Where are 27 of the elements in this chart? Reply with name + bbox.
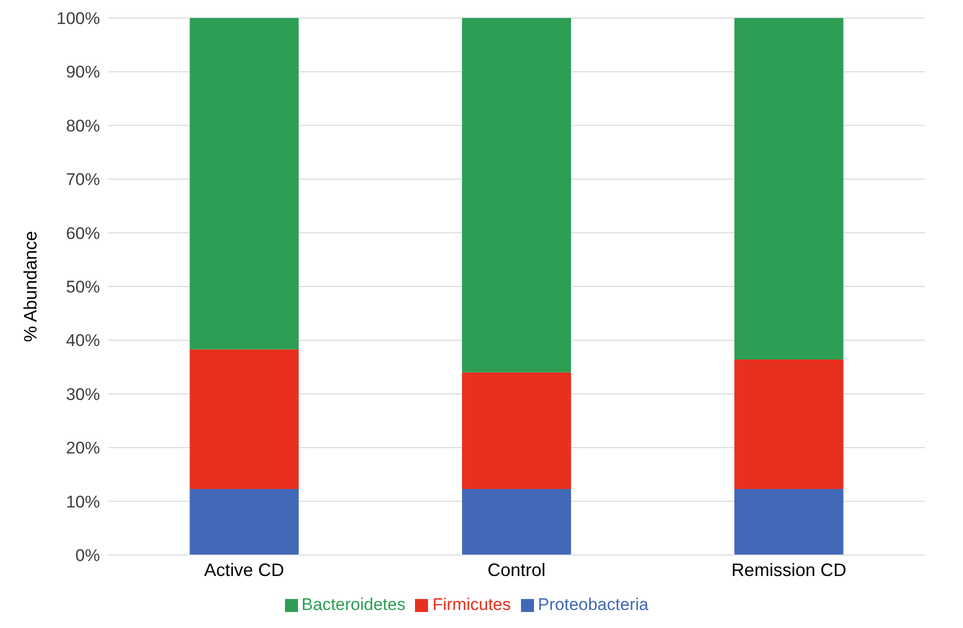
x-tick-label: Remission CD bbox=[731, 560, 846, 580]
bar bbox=[734, 360, 844, 489]
y-tick-label: 40% bbox=[66, 331, 100, 350]
y-axis-title: % Abundance bbox=[20, 230, 40, 342]
x-tick-label: Active CD bbox=[204, 560, 284, 580]
y-tick-label: 10% bbox=[66, 492, 100, 512]
y-tick-label: 100% bbox=[56, 9, 100, 28]
legend-label: Proteobacteria bbox=[538, 595, 648, 614]
y-tick-label: 0% bbox=[75, 546, 100, 566]
y-tick-label: 20% bbox=[66, 438, 100, 458]
y-tick-label: 80% bbox=[66, 116, 100, 136]
y-tick-label: 50% bbox=[66, 278, 100, 297]
bar bbox=[462, 372, 572, 489]
x-tick-label: Control bbox=[487, 560, 546, 580]
bar bbox=[190, 349, 299, 489]
y-tick-label: 90% bbox=[66, 62, 100, 82]
bar bbox=[190, 18, 299, 350]
legend-label: Firmicutes bbox=[432, 595, 511, 614]
bar bbox=[734, 18, 844, 360]
y-tick-label: 70% bbox=[66, 170, 100, 190]
y-tick-label: 30% bbox=[66, 384, 100, 404]
bar bbox=[734, 488, 844, 555]
bar bbox=[462, 18, 572, 372]
legend-label: Bacteroidetes bbox=[302, 595, 406, 614]
bar bbox=[462, 488, 572, 555]
bar bbox=[190, 488, 299, 555]
y-tick-label: 60% bbox=[66, 224, 100, 243]
